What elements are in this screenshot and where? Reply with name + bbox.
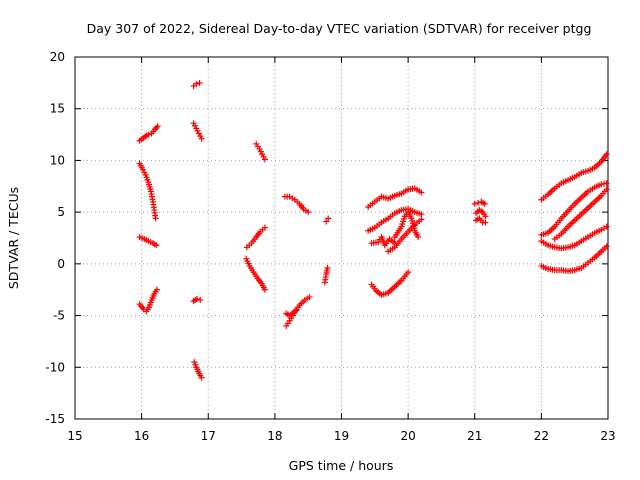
series-arc-v [368, 269, 412, 298]
x-tick-label: 17 [201, 429, 216, 443]
series-arc-k [243, 255, 268, 293]
series-arc-y [473, 215, 489, 226]
series-arc-ab [551, 186, 610, 243]
data-point [415, 233, 422, 240]
x-tick-label: 21 [467, 429, 482, 443]
data-point [197, 297, 204, 304]
data-point [261, 286, 268, 293]
series-arc-c [136, 233, 160, 249]
data-point [193, 296, 200, 303]
data-point [152, 215, 159, 222]
series-arc-r [365, 206, 425, 234]
y-tick-label: 0 [57, 257, 65, 271]
series-arc-o [323, 215, 332, 225]
chart-title: Day 307 of 2022, Sidereal Day-to-day VTE… [87, 21, 592, 36]
data-point [603, 186, 610, 193]
series-arc-j [243, 224, 268, 251]
data-point [153, 242, 160, 249]
x-tick-label: 18 [267, 429, 282, 443]
x-tick-label: 22 [534, 429, 549, 443]
data-point [418, 216, 425, 223]
y-tick-label: -10 [45, 360, 65, 374]
data-point [418, 211, 425, 218]
series-arc-ad [538, 243, 610, 275]
series-arc-d [136, 286, 160, 315]
series-arc-s [368, 233, 398, 249]
x-tick-label: 16 [134, 429, 149, 443]
x-tick-label: 20 [400, 429, 415, 443]
data-point [261, 224, 268, 231]
data-point [325, 215, 332, 222]
y-tick-label: -5 [53, 309, 65, 323]
data-point [324, 264, 331, 271]
data-point [603, 243, 610, 250]
data-point [405, 269, 412, 276]
data-point [198, 374, 205, 381]
data-point [261, 156, 268, 163]
series-arc-q [365, 185, 425, 210]
data-point [603, 223, 610, 230]
data-point [603, 151, 610, 158]
y-axis-title: SDTVAR / TECUs [6, 187, 21, 289]
series-arc-e [190, 79, 203, 89]
series-arc-p [321, 264, 331, 286]
data-point [306, 293, 313, 300]
data-point [196, 79, 203, 86]
y-tick-label: 20 [50, 50, 65, 64]
data-point [145, 131, 152, 138]
data-point [603, 180, 610, 187]
data-point [198, 135, 205, 142]
series-arc-l [281, 193, 312, 216]
data-point [293, 307, 300, 314]
series-arc-ac [538, 223, 610, 252]
x-tick-label: 15 [67, 429, 82, 443]
data-point [418, 189, 425, 196]
y-tick-label: 10 [50, 153, 65, 167]
series-arc-i [253, 140, 268, 163]
data-point [481, 200, 488, 207]
series-arc-g [190, 296, 204, 305]
data-point [193, 80, 200, 87]
data-point [482, 213, 489, 220]
y-tick-label: 5 [57, 205, 65, 219]
series-arc-a [136, 123, 161, 144]
y-tick-label: 15 [50, 102, 65, 116]
data-point [153, 286, 160, 293]
data-point [323, 218, 330, 225]
data-point [482, 219, 489, 226]
data-marks [136, 79, 610, 381]
series-arc-z [538, 151, 610, 203]
data-point [305, 209, 312, 216]
y-tick-label: -15 [45, 412, 65, 426]
series-arc-x [473, 207, 489, 220]
series-arc-u [391, 209, 422, 240]
series-arc-w [471, 198, 488, 207]
x-axis-title: GPS time / hours [289, 458, 394, 473]
series-arc-m [283, 293, 313, 319]
grid-lines [75, 57, 608, 419]
series-arc-f [190, 120, 205, 142]
axis-ticks: 15 16 17 18 19 20 21 22 23 -15 -10 -5 0 5 10 15 20 [45, 50, 615, 443]
data-point [471, 200, 478, 207]
series-arc-b [136, 160, 159, 222]
x-tick-label: 23 [600, 429, 615, 443]
x-tick-label: 19 [334, 429, 349, 443]
data-point [154, 123, 161, 130]
series-arc-n [283, 307, 300, 329]
series-arc-h [191, 359, 205, 381]
series-arc-aa [538, 180, 610, 238]
